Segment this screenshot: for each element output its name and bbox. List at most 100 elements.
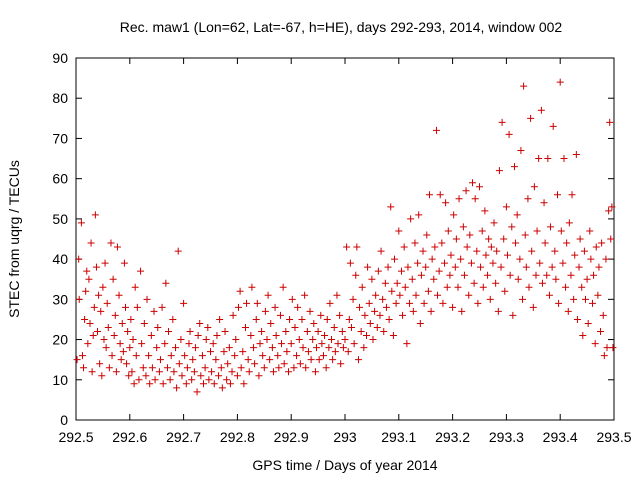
data-point xyxy=(186,328,194,336)
data-point xyxy=(146,380,154,388)
data-point xyxy=(208,368,216,376)
data-point xyxy=(568,191,576,199)
data-point xyxy=(510,163,518,171)
data-point xyxy=(212,356,220,364)
data-point xyxy=(460,271,468,279)
data-point xyxy=(404,263,412,271)
data-point xyxy=(314,328,322,336)
data-point xyxy=(331,348,339,356)
data-point xyxy=(325,344,333,352)
data-point xyxy=(223,376,231,384)
data-point xyxy=(350,340,358,348)
data-point xyxy=(312,344,320,352)
data-point xyxy=(89,332,97,340)
data-point xyxy=(395,227,403,235)
data-point xyxy=(96,360,104,368)
data-point xyxy=(81,315,89,323)
data-point xyxy=(276,311,284,319)
data-point xyxy=(165,328,173,336)
y-tick-label: 40 xyxy=(52,251,68,267)
data-point xyxy=(525,283,533,291)
data-point xyxy=(258,328,266,336)
data-point xyxy=(529,303,537,311)
data-point xyxy=(291,323,299,331)
data-point xyxy=(587,255,595,263)
data-point xyxy=(385,315,393,323)
data-point xyxy=(346,259,354,267)
data-point xyxy=(380,328,388,336)
data-point xyxy=(431,243,439,251)
data-point xyxy=(541,239,549,247)
x-tick-label: 292.8 xyxy=(220,429,255,445)
data-point xyxy=(147,332,155,340)
data-point xyxy=(471,195,479,203)
data-point xyxy=(161,340,169,348)
data-point xyxy=(447,251,455,259)
data-point xyxy=(417,271,425,279)
data-point xyxy=(80,364,88,372)
y-axis: 0 10 20 30 40 50 60 70 80 90 xyxy=(52,50,614,428)
data-point xyxy=(90,303,98,311)
data-point xyxy=(275,364,283,372)
data-point xyxy=(554,191,562,199)
data-point xyxy=(218,384,226,392)
data-point xyxy=(311,368,319,376)
data-point xyxy=(228,368,236,376)
data-point xyxy=(329,356,337,364)
data-point xyxy=(600,352,608,360)
data-point xyxy=(428,255,436,263)
data-point xyxy=(572,151,580,159)
data-point xyxy=(303,328,311,336)
x-tick-label: 293.2 xyxy=(435,429,470,445)
data-point xyxy=(183,364,191,372)
data-point xyxy=(94,328,102,336)
data-point xyxy=(374,267,382,275)
data-point xyxy=(156,356,164,364)
data-point xyxy=(213,332,221,340)
data-point xyxy=(467,259,475,267)
y-tick-label: 80 xyxy=(52,90,68,106)
data-point xyxy=(263,336,271,344)
data-point xyxy=(271,303,279,311)
data-point xyxy=(505,130,513,138)
data-point xyxy=(492,279,500,287)
data-point xyxy=(567,271,575,279)
data-point xyxy=(185,340,193,348)
data-point xyxy=(537,106,545,114)
data-point xyxy=(82,287,90,295)
data-point xyxy=(414,259,422,267)
data-point xyxy=(307,356,315,364)
data-point xyxy=(443,283,451,291)
data-point xyxy=(321,332,329,340)
data-point xyxy=(606,118,614,126)
chart-title: Rec. maw1 (Lon=62, Lat=-67, h=HE), days … xyxy=(120,19,563,35)
data-point xyxy=(406,299,414,307)
data-point xyxy=(173,384,181,392)
data-point xyxy=(98,372,106,380)
data-point xyxy=(459,223,467,231)
data-point xyxy=(522,263,530,271)
data-point xyxy=(527,114,535,122)
data-point xyxy=(260,364,268,372)
data-point xyxy=(75,295,83,303)
data-point xyxy=(255,372,263,380)
data-point xyxy=(345,315,353,323)
data-point xyxy=(124,328,132,336)
data-point xyxy=(77,219,85,227)
data-point xyxy=(113,243,121,251)
data-point xyxy=(455,195,463,203)
data-point xyxy=(411,239,419,247)
data-point xyxy=(403,340,411,348)
data-point xyxy=(357,328,365,336)
data-point xyxy=(384,263,392,271)
data-point xyxy=(92,263,100,271)
data-point xyxy=(215,372,223,380)
data-point xyxy=(349,295,357,303)
data-point xyxy=(250,344,258,352)
data-point xyxy=(423,231,431,239)
data-point xyxy=(382,303,390,311)
data-point xyxy=(450,211,458,219)
data-point xyxy=(190,368,198,376)
data-point xyxy=(454,283,462,291)
y-tick-label: 10 xyxy=(52,372,68,388)
